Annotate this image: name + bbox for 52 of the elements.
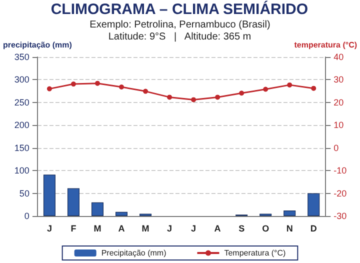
y-tick-label: 250 — [14, 97, 30, 108]
y2-tick-label: -10 — [334, 166, 347, 176]
bar — [43, 174, 56, 216]
bar — [284, 210, 296, 216]
y-axis-title: precipitação (mm) — [3, 40, 72, 50]
point — [94, 80, 100, 86]
x-tick-label: D — [310, 224, 318, 234]
y-tick-label: 300 — [14, 74, 30, 85]
y2-tick-label: 20 — [334, 97, 344, 108]
bar — [67, 188, 80, 216]
y-tick-label: 150 — [14, 142, 30, 153]
point — [191, 97, 196, 102]
x-tick-label: J — [167, 224, 172, 234]
legend-label: Precipitação (mm) — [101, 248, 167, 258]
point — [46, 86, 52, 92]
x-tick-label: J — [191, 224, 196, 234]
y2-tick-label: 40 — [334, 52, 344, 62]
x-tick-label: S — [238, 224, 245, 234]
y-tick-label: 50 — [19, 188, 30, 198]
x-tick-label: F — [70, 224, 77, 234]
x-tick-label: O — [262, 224, 270, 234]
point — [70, 82, 76, 87]
x-tick-label: A — [118, 224, 126, 234]
point — [263, 86, 268, 92]
point — [311, 86, 316, 91]
bar — [308, 193, 320, 216]
point — [167, 94, 172, 100]
bar — [116, 212, 128, 216]
x-tick-label: M — [94, 224, 102, 234]
bar — [91, 202, 104, 216]
point — [287, 82, 292, 88]
y2-tick-label: -30 — [334, 211, 347, 221]
y2-tick-label: 0 — [334, 142, 339, 153]
point — [239, 90, 244, 96]
chart-title: CLIMOGRAMA – CLIMA SEMIÁRIDO — [50, 0, 308, 18]
point — [143, 88, 148, 94]
x-tick-label: J — [46, 224, 52, 234]
y-tick-label: 100 — [14, 166, 30, 176]
y2-axis-title: temperatura (°C) — [294, 40, 358, 50]
legend-label: Temperatura (°C) — [224, 248, 286, 258]
x-tick-label: M — [142, 224, 150, 234]
x-tick-label: N — [286, 224, 293, 234]
point — [119, 84, 124, 90]
x-tick-label: A — [214, 224, 222, 234]
point — [215, 94, 220, 100]
y-tick-label: 0 — [24, 211, 30, 221]
chart-subtitle: Exemplo: Petrolina, Pernambuco (Brasil) Latitude: 9°S | Altitude: 365 m — [90, 20, 270, 42]
y2-tick-label: -20 — [334, 188, 347, 198]
y-tick-label: 200 — [14, 120, 30, 130]
y2-tick-label: 30 — [334, 74, 344, 85]
y2-tick-label: 10 — [334, 120, 344, 130]
y-tick-label: 350 — [14, 52, 30, 62]
